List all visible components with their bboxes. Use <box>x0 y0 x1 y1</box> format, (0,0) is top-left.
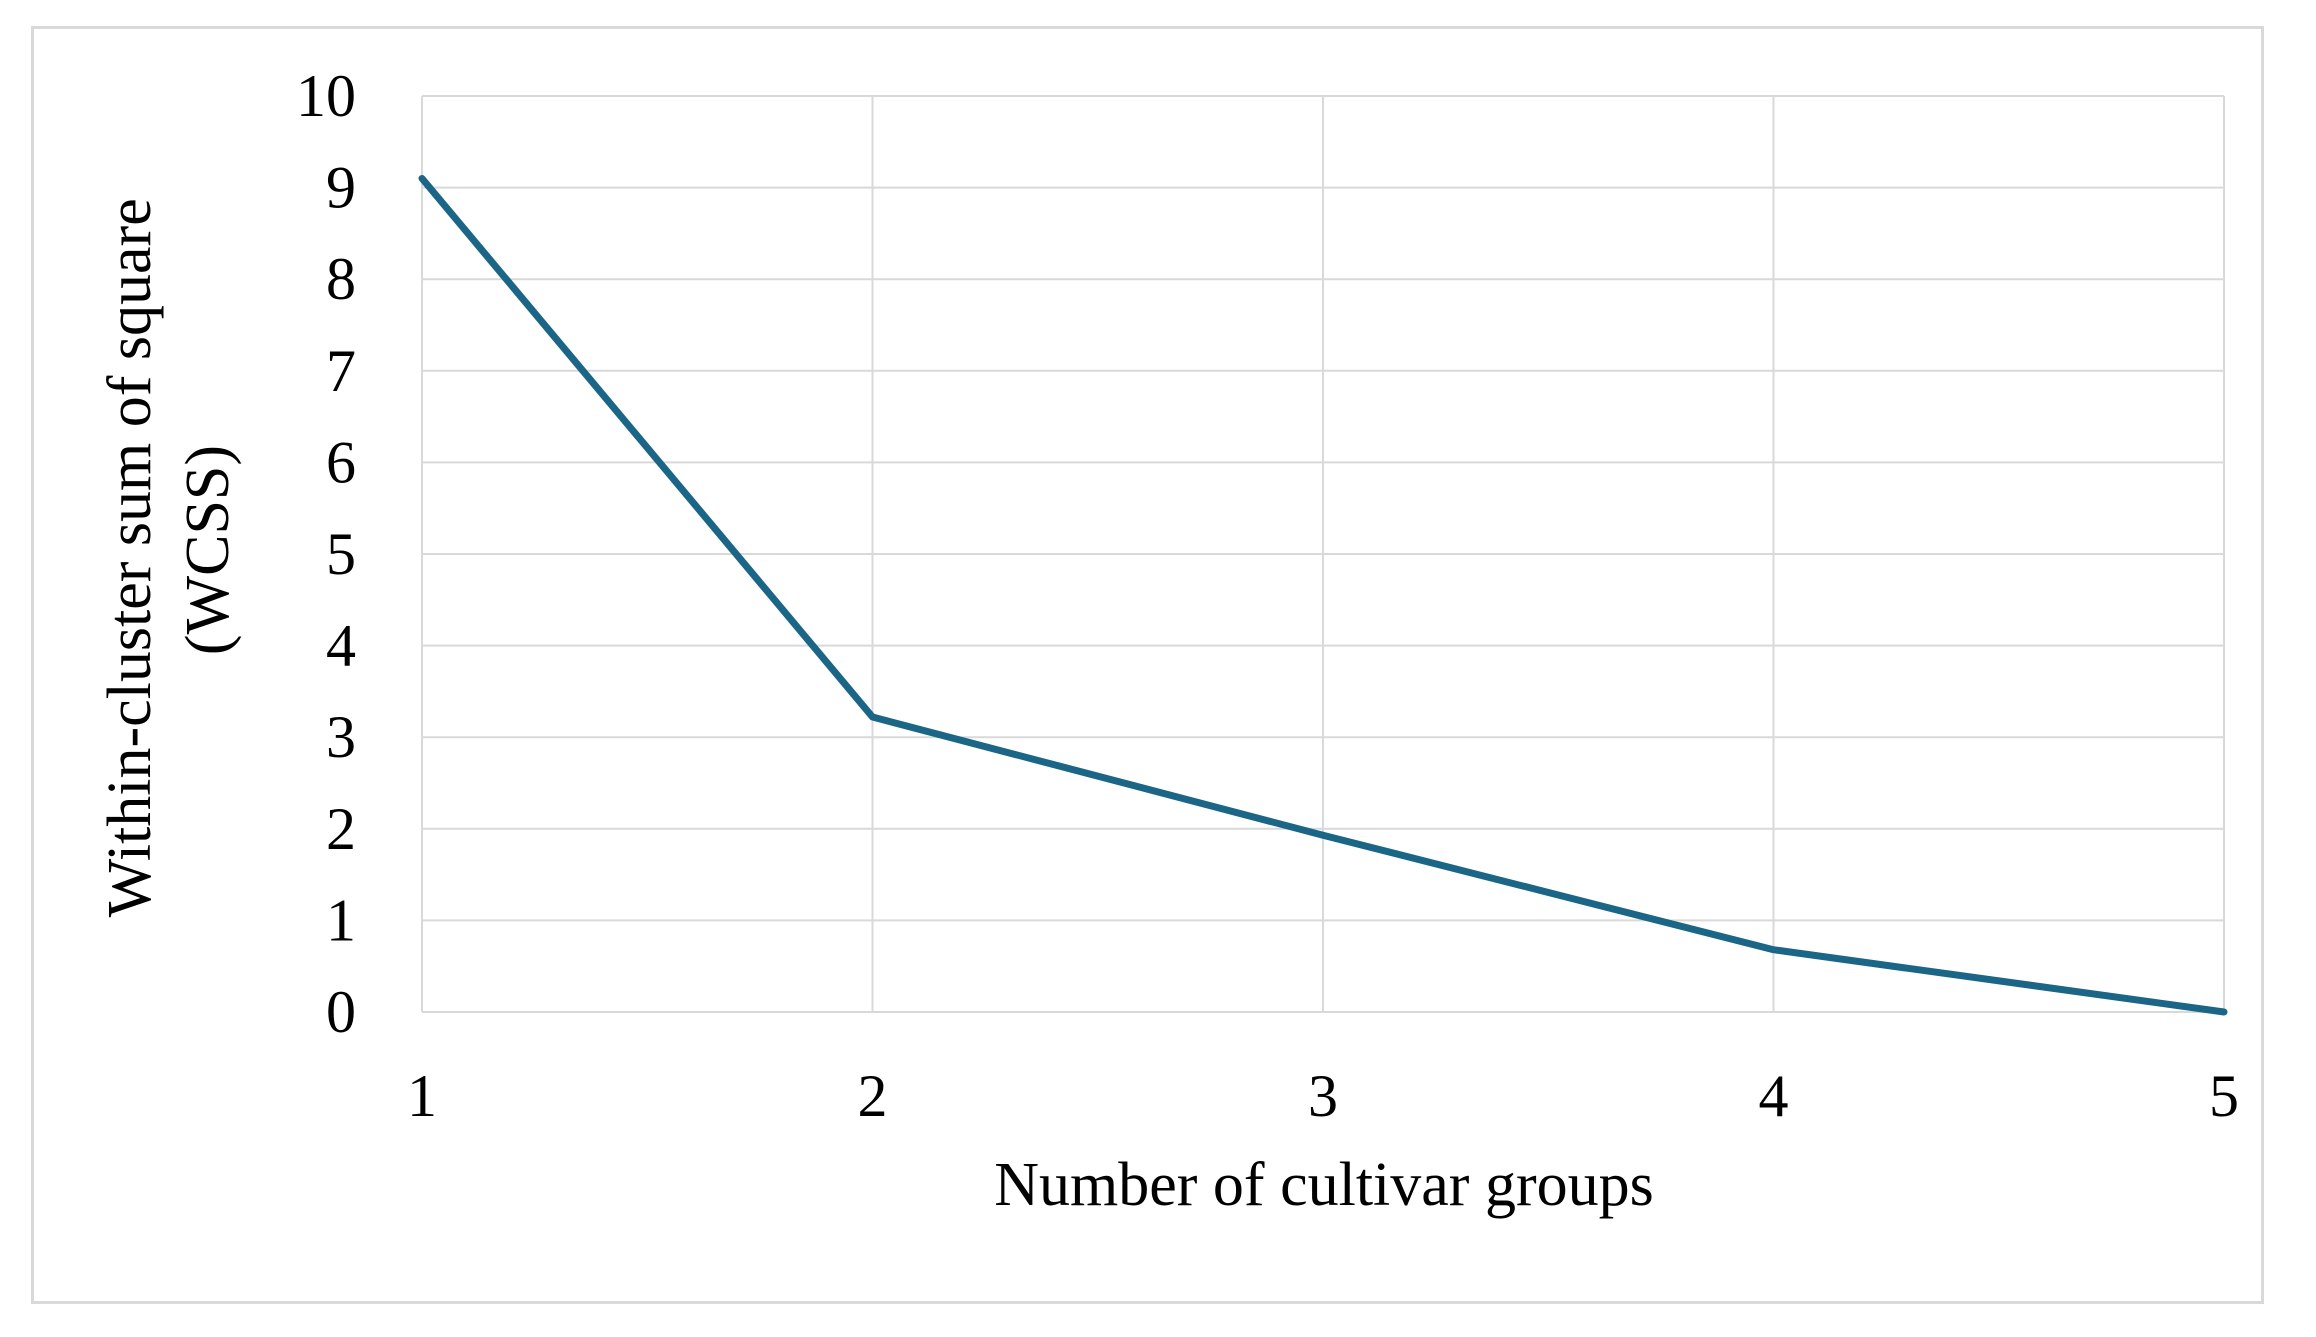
y-axis-title: Within-cluster sum of square (WCSS) <box>96 183 242 917</box>
y-tick-label: 4 <box>326 613 356 679</box>
y-tick-label: 9 <box>326 155 356 221</box>
x-tick-label: 2 <box>858 1063 888 1129</box>
y-tick-label: 8 <box>326 246 356 312</box>
y-tick-label: 0 <box>326 979 356 1045</box>
y-tick-label: 5 <box>326 521 356 587</box>
x-tick-label: 1 <box>407 1063 437 1129</box>
y-tick-label: 7 <box>326 338 356 404</box>
x-tick-label: 3 <box>1308 1063 1338 1129</box>
y-tick-label: 10 <box>296 63 356 129</box>
x-tick-labels: 1 2 3 4 5 <box>407 1063 2239 1129</box>
y-tick-label: 2 <box>326 796 356 862</box>
y-tick-label: 3 <box>326 704 356 770</box>
y-axis-title-line-1: Within-cluster sum of square <box>96 198 164 917</box>
x-tick-label: 4 <box>1759 1063 1789 1129</box>
y-tick-label: 1 <box>326 887 356 953</box>
x-tick-label: 5 <box>2209 1063 2239 1129</box>
y-tick-label: 6 <box>326 429 356 495</box>
y-axis-title-line-2: (WCSS) <box>174 445 242 655</box>
chart-frame <box>31 26 2264 1304</box>
x-axis-title: Number of cultivar groups <box>994 1151 1653 1219</box>
gridlines <box>421 95 2225 1013</box>
y-tick-labels: 0 1 2 3 4 5 6 7 8 9 10 <box>296 63 356 1045</box>
series-layer <box>418 174 2228 1016</box>
